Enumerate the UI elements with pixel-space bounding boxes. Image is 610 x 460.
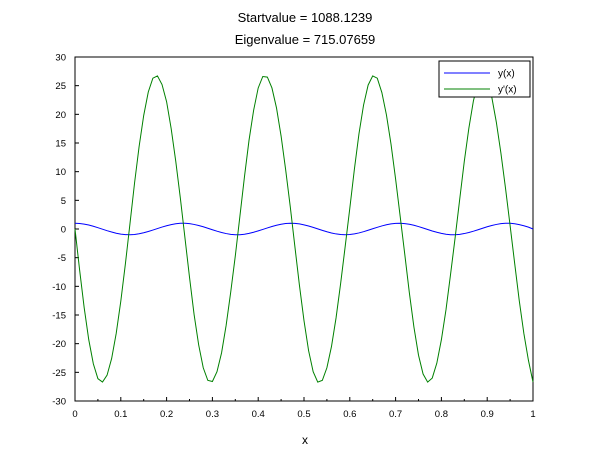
- x-tick-label: 0.3: [206, 409, 219, 420]
- y-tick-label: -30: [52, 397, 66, 408]
- y-tick-label: 25: [55, 81, 66, 92]
- y-tick-label: 30: [55, 53, 66, 64]
- x-tick-label: 0.1: [114, 409, 127, 420]
- y-axis-ticks: -30 -25 -20 -15 -10 -5 0 5 10 15 20 25 30: [52, 53, 79, 408]
- legend-label-y: y(x): [498, 69, 515, 80]
- y-tick-label: -5: [58, 253, 66, 264]
- legend-box: [438, 60, 531, 98]
- x-tick-label: 0.5: [297, 409, 310, 420]
- series-layer: [74, 75, 534, 383]
- x-tick-label: 0.4: [252, 409, 265, 420]
- series-line-y: [74, 222, 534, 236]
- chart-title-eigenvalue: Eigenvalue = 715.07659: [234, 32, 376, 47]
- x-axis-label: x: [302, 433, 308, 447]
- y-tick-label: -25: [52, 368, 66, 379]
- y-tick-label: -15: [52, 311, 66, 322]
- x-tick-label: 0.2: [160, 409, 173, 420]
- chart-title-startvalue: Startvalue = 1088.1239: [237, 10, 373, 25]
- x-axis-ticks: 0 0.1 0.2 0.3 0.4 0.5 0.6 0.7 0.8 0.9 1: [72, 397, 536, 420]
- y-tick-label: 20: [55, 110, 66, 121]
- y-tick-label: -10: [52, 282, 66, 293]
- plot-area: [74, 56, 534, 402]
- legend-label-yprime: y'(x): [498, 85, 517, 96]
- y-tick-label: 10: [55, 167, 66, 178]
- x-tick-label: 1: [530, 409, 535, 420]
- legend: y(x) y'(x): [438, 60, 531, 98]
- y-tick-label: 15: [55, 139, 66, 150]
- x-tick-label: 0.8: [435, 409, 448, 420]
- y-tick-label: 0: [61, 225, 66, 236]
- y-tick-label: 5: [61, 196, 66, 207]
- y-tick-label: -20: [52, 339, 66, 350]
- x-tick-label: 0.7: [389, 409, 402, 420]
- x-tick-label: 0.9: [481, 409, 494, 420]
- x-tick-label: 0.6: [343, 409, 356, 420]
- series-line-yprime: [74, 75, 534, 383]
- x-tick-label: 0: [72, 409, 77, 420]
